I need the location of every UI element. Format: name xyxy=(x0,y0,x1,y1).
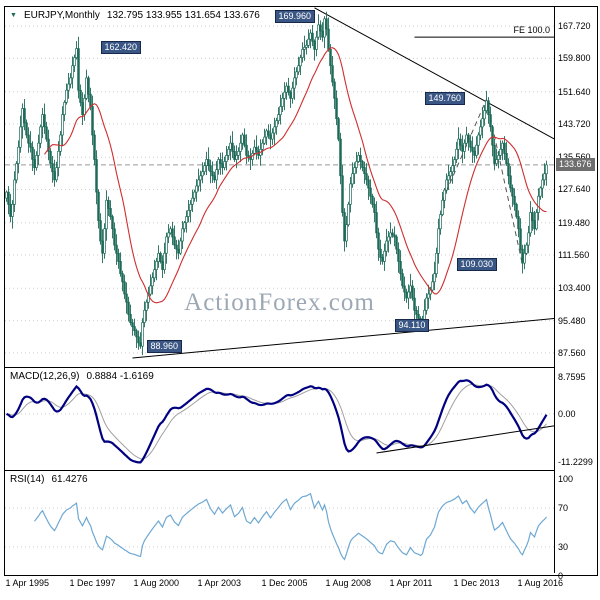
time-axis-label: 1 Dec 1997 xyxy=(69,578,116,588)
rsi-chart-canvas[interactable] xyxy=(5,471,554,573)
rsi-label: RSI(14) xyxy=(10,474,45,485)
price-axis-label: 143.720 xyxy=(558,118,591,129)
time-axis-label: 1 Dec 2005 xyxy=(261,578,308,588)
price-axis-label: 95.480 xyxy=(558,315,586,326)
time-axis-label: 1 Apr 2011 xyxy=(389,578,433,588)
watermark: ActionForex.com xyxy=(184,289,375,316)
macd-axis-label: -11.2299 xyxy=(558,456,593,467)
price-panel[interactable]: FE 100.0 ActionForex.com 169.960 162.420 1… xyxy=(5,7,554,367)
price-axis-label: 111.560 xyxy=(558,250,590,261)
macd-axis-label: 0.00 xyxy=(558,408,576,419)
price-axis-label: 167.720 xyxy=(558,21,591,32)
ohlc-values: 132.795 133.955 131.654 133.676 xyxy=(106,10,260,21)
macd-axis-label: 8.7595 xyxy=(558,371,586,382)
macd-panel[interactable]: MACD(12,26,9) 0.8884 -1.6169 xyxy=(5,367,554,470)
current-price-tag: 133.676 xyxy=(556,157,595,171)
time-axis-label: 1 Aug 2008 xyxy=(325,578,372,588)
time-axis-label: 1 Aug 2000 xyxy=(133,578,180,588)
fib-extension-label: FE 100.0 xyxy=(513,25,550,35)
chart-frame: FE 100.0 ActionForex.com 169.960 162.420 1… xyxy=(4,6,598,581)
time-axis-label: 1 Apr 2003 xyxy=(197,578,242,588)
time-axis-label: 1 Aug 2016 xyxy=(517,578,564,588)
rsi-title-row: RSI(14) 61.4276 xyxy=(10,474,88,485)
rsi-values: 61.4276 xyxy=(51,474,88,485)
price-axis-label: 87.560 xyxy=(558,347,586,358)
rsi-axis-label: 30 xyxy=(558,541,569,552)
price-chart-canvas[interactable]: FE 100.0 xyxy=(5,7,554,367)
price-axis-label: 103.400 xyxy=(558,283,591,294)
rsi-axis-label: 70 xyxy=(558,503,569,514)
macd-label: MACD(12,26,9) xyxy=(10,371,80,382)
price-axis-label: 119.480 xyxy=(558,217,590,228)
rsi-axis-label: 0 xyxy=(558,571,564,581)
macd-title-row: MACD(12,26,9) 0.8884 -1.6169 xyxy=(10,371,154,382)
chart-marker-icon: ▼ xyxy=(10,11,17,19)
rsi-axis-label: 100 xyxy=(558,474,574,484)
time-axis: 1 Apr 1995 1 Dec 1997 1 Aug 2000 1 Apr 2003… xyxy=(0,578,600,594)
macd-values: 0.8884 -1.6169 xyxy=(86,371,154,382)
macd-chart-canvas[interactable] xyxy=(5,368,554,470)
price-axis-label: 151.640 xyxy=(558,86,591,97)
chart-title: EURJPY,Monthly xyxy=(23,10,100,21)
rsi-panel[interactable]: RSI(14) 61.4276 xyxy=(5,470,554,573)
price-axis: 167.720 159.800 151.640 143.720 135.560 127.6… xyxy=(554,7,596,581)
price-axis-label: 127.640 xyxy=(558,184,591,195)
price-axis-label: 135.560 xyxy=(558,152,591,162)
time-axis-label: 1 Apr 1995 xyxy=(5,578,50,588)
chart-title-row: ▼ EURJPY,Monthly 132.795 133.955 131.654… xyxy=(10,10,260,21)
time-axis-label: 1 Dec 2013 xyxy=(453,578,500,588)
price-axis-label: 159.800 xyxy=(558,53,591,64)
